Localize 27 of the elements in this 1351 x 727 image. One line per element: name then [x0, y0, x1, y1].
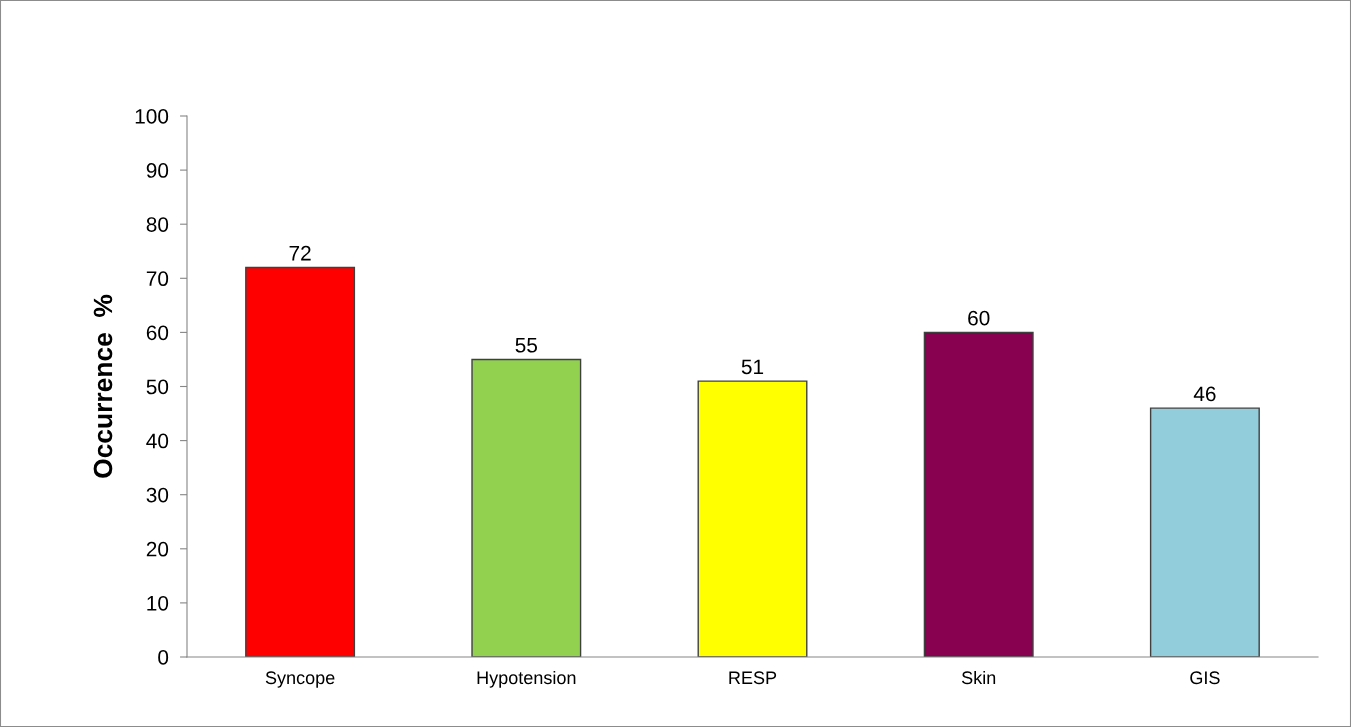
y-tick-label: 40 [146, 433, 169, 449]
y-tick-label: 10 [147, 595, 169, 611]
bar [923, 331, 1034, 657]
y-tick-label: 0 [158, 650, 169, 665]
y-tick-label: 100 [135, 109, 169, 124]
data-label: 46 [1193, 386, 1216, 402]
bar [697, 380, 808, 657]
data-label: 51 [741, 359, 764, 375]
y-tick-label: 80 [146, 217, 169, 232]
x-tick-label: Syncope [265, 671, 335, 688]
x-tick-label: Hypotension [477, 670, 576, 688]
data-label: 60 [968, 310, 990, 326]
data-label: 55 [515, 338, 538, 353]
data-label: 72 [289, 245, 311, 261]
x-tick-label: GIS [1190, 671, 1220, 685]
bar [1149, 407, 1260, 657]
y-tick-label: 90 [146, 163, 169, 178]
bar [471, 358, 582, 657]
x-tick-label: Skin [961, 670, 996, 685]
y-tick-label: 20 [146, 541, 169, 557]
x-tick-label: RESP [729, 671, 777, 685]
y-tick-label: 60 [146, 325, 169, 341]
bar [245, 266, 356, 657]
y-tick-label: 70 [146, 271, 169, 287]
y-tick-label: 50 [146, 379, 169, 395]
y-tick-label: 30 [146, 487, 169, 503]
y-axis-title: Occurrence % [93, 294, 113, 478]
